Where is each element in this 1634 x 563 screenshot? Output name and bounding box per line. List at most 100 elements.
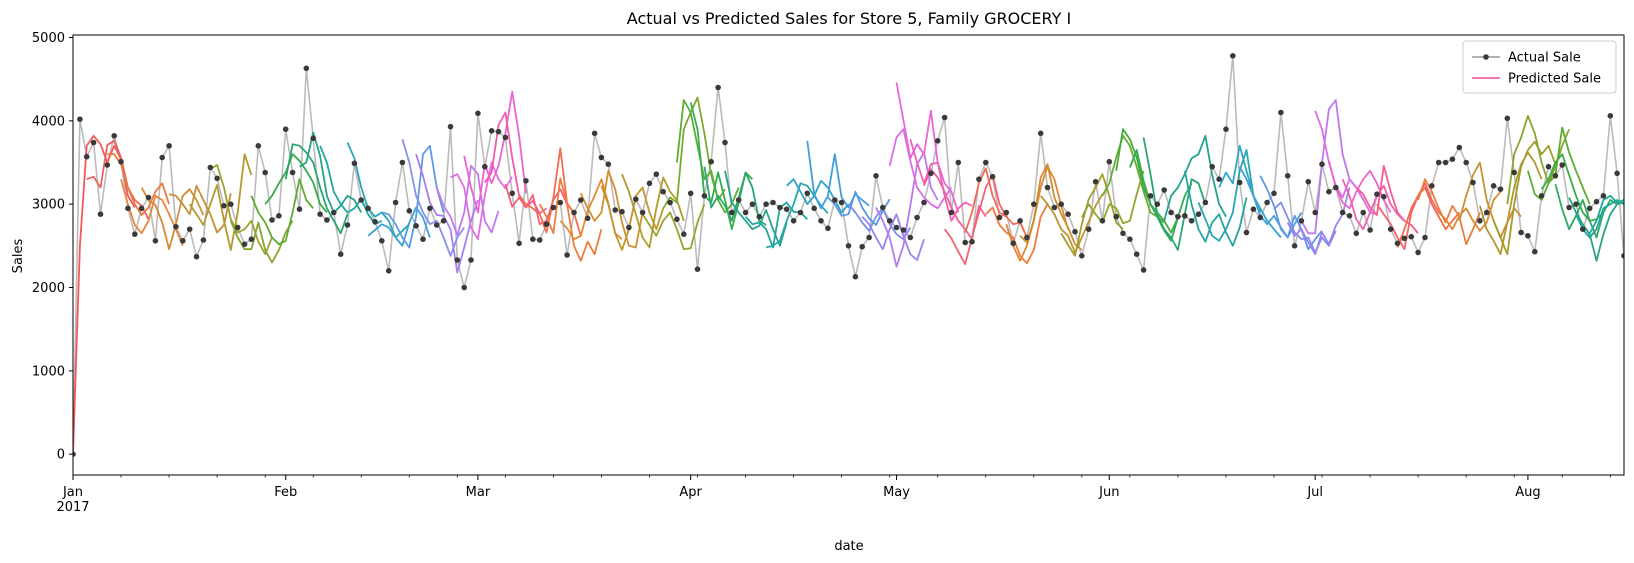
actual-sale-point xyxy=(886,218,893,224)
actual-sale-point xyxy=(138,205,145,212)
actual-sale-point xyxy=(406,208,413,214)
actual-sale-point xyxy=(73,451,76,457)
actual-sale-point xyxy=(1236,179,1243,186)
actual-sale-point xyxy=(639,209,646,216)
actual-sale-point xyxy=(1422,234,1428,241)
actual-sale-point xyxy=(976,176,982,182)
actual-sale-point xyxy=(804,190,811,197)
actual-sale-point xyxy=(502,134,509,141)
actual-sale-point xyxy=(969,238,975,245)
actual-sale-point xyxy=(77,116,83,122)
actual-sale-point xyxy=(159,154,165,161)
legend-box xyxy=(1462,40,1617,94)
actual-sale-point xyxy=(1168,209,1174,216)
x-tick-label: May xyxy=(883,485,910,500)
predicted-sale-segment-61 xyxy=(1183,170,1248,247)
predicted-sale-segment-23 xyxy=(504,183,568,226)
x-axis-label: date xyxy=(834,539,863,554)
actual-sale-point xyxy=(955,159,962,166)
actual-sale-point xyxy=(262,169,269,176)
actual-sale-point xyxy=(1449,156,1456,162)
actual-sale-point xyxy=(543,221,550,227)
actual-sale-point xyxy=(811,205,817,212)
predicted-sale-segment-59 xyxy=(1142,137,1207,251)
actual-sale-point xyxy=(1628,211,1634,217)
predicted-sale-segment-16 xyxy=(381,144,445,249)
actual-sale-point xyxy=(584,215,591,222)
actual-sale-point xyxy=(1346,213,1353,219)
actual-sale-point xyxy=(900,227,907,233)
actual-sale-point xyxy=(1593,198,1600,205)
predicted-sale-segment-53 xyxy=(1040,193,1104,254)
actual-sale-point xyxy=(468,257,474,263)
actual-sale-point xyxy=(1483,209,1490,216)
actual-sale-point xyxy=(715,84,721,91)
actual-sale-point xyxy=(1621,253,1624,259)
actual-sale-point xyxy=(104,162,111,168)
predicted-sale-segment-8 xyxy=(229,220,294,264)
actual-sale-point xyxy=(248,236,255,242)
predicted-sale-segment-28 xyxy=(600,185,665,251)
predicted-sale-segment-9 xyxy=(250,178,314,246)
actual-sale-point xyxy=(1120,230,1126,237)
actual-sale-point xyxy=(509,190,515,197)
actual-sale-point xyxy=(1511,169,1517,176)
actual-sale-point xyxy=(1538,193,1545,199)
predicted-sale-segment-12 xyxy=(299,131,362,214)
actual-sale-point xyxy=(1456,144,1463,151)
actual-sale-point xyxy=(1188,218,1195,224)
actual-sale-point xyxy=(255,143,262,149)
predicted-sale-segment-85 xyxy=(1575,199,1624,239)
actual-sale-point xyxy=(1230,53,1236,59)
actual-sale-point xyxy=(1614,170,1620,177)
actual-sale-point xyxy=(1010,240,1016,247)
actual-sale-point xyxy=(1127,236,1133,242)
actual-sale-point xyxy=(1312,209,1318,216)
actual-sale-point xyxy=(756,213,763,220)
actual-sale-point xyxy=(111,133,117,139)
predicted-sale-segment-77 xyxy=(1458,161,1522,239)
legend: Actual Sale Predicted Sale xyxy=(1462,40,1617,94)
actual-sale-point xyxy=(1024,234,1030,241)
actual-sale-point xyxy=(1470,179,1476,186)
actual-sale-point xyxy=(1333,184,1339,191)
actual-sale-point xyxy=(1360,209,1366,216)
actual-sale-point xyxy=(523,178,529,184)
actual-sale-point xyxy=(1319,161,1325,167)
actual-sale-point xyxy=(1552,173,1559,179)
actual-sale-point xyxy=(550,204,557,211)
predicted-sale-segment-40 xyxy=(827,190,891,226)
actual-sale-point xyxy=(708,158,714,165)
predicted-sale-segment-48 xyxy=(943,174,1008,266)
actual-sale-point xyxy=(1284,173,1291,179)
predicted-sale-segment-27 xyxy=(579,169,644,249)
actual-sale-point xyxy=(317,211,323,217)
actual-sale-point xyxy=(907,234,914,241)
actual-sale-point xyxy=(1463,159,1469,166)
actual-sale-point xyxy=(358,197,365,203)
predicted-sale-segment-45 xyxy=(895,82,960,213)
predicted-sale-segment-60 xyxy=(1163,134,1227,222)
predicted-sale-segment-4 xyxy=(140,187,205,251)
actual-sale-point xyxy=(1175,213,1181,220)
actual-sale-point xyxy=(1442,159,1449,166)
actual-sale-point xyxy=(605,161,612,167)
actual-sale-point xyxy=(1559,162,1565,168)
actual-sale-point xyxy=(344,222,351,228)
actual-sale-point xyxy=(1072,228,1078,235)
actual-sale-point xyxy=(420,236,426,242)
actual-sale-point xyxy=(433,222,440,228)
actual-sale-point xyxy=(701,193,708,199)
x-tick-label: Aug xyxy=(1515,485,1540,500)
actual-sale-point xyxy=(1182,213,1188,219)
x-tick-label: Jul xyxy=(1306,485,1323,500)
actual-sale-point xyxy=(1209,163,1215,170)
actual-sale-point xyxy=(797,209,804,216)
actual-sale-point xyxy=(1264,199,1270,206)
predicted-sale-segment-20 xyxy=(450,161,513,241)
predicted-sale-segment-38 xyxy=(786,178,850,214)
predicted-sale-segment-33 xyxy=(689,102,754,231)
predicted-sale-segment-6 xyxy=(188,153,253,251)
predicted-sale-segment-73 xyxy=(1376,182,1440,251)
